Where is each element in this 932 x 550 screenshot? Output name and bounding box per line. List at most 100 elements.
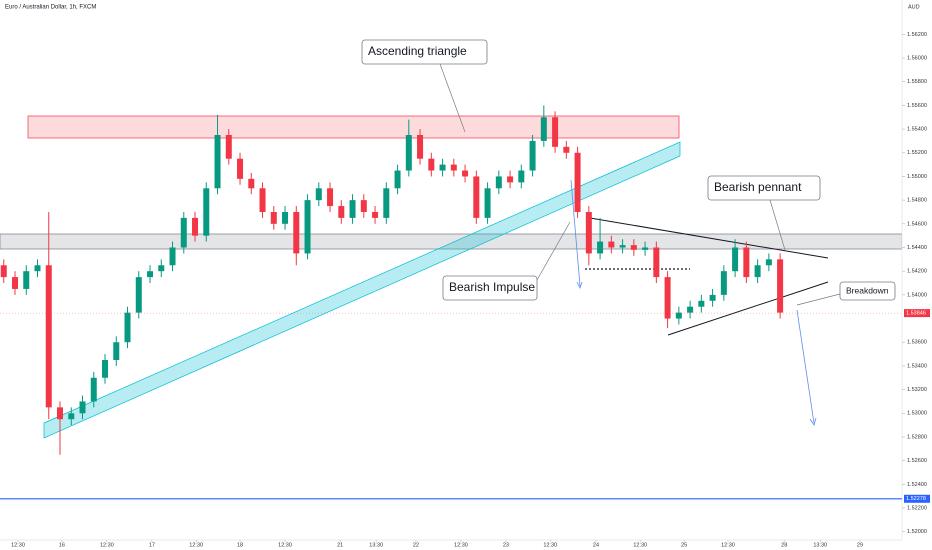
candle-body [687, 306, 694, 313]
candle-body [608, 241, 615, 248]
currency: AUD [908, 4, 920, 10]
drawings [0, 115, 903, 439]
x-tick-label: 13:30 [813, 542, 827, 548]
candle-body [462, 170, 469, 177]
resistance-zone [27, 115, 680, 139]
x-tick-label: 12:30 [278, 542, 292, 548]
last-price-badge [904, 309, 930, 318]
arrow [796, 309, 815, 424]
pennant-upper [589, 217, 829, 259]
candle-body [664, 277, 671, 319]
y-tick-label: 1.52400 [907, 482, 927, 488]
candle-body [765, 259, 772, 266]
arrow-head [576, 281, 583, 290]
candle-body [619, 245, 626, 248]
candle-body [214, 135, 221, 189]
last-price-label: 1.53846 [906, 311, 926, 317]
candle-body [338, 206, 345, 218]
candle-body [248, 178, 255, 189]
candle-body [574, 152, 581, 212]
candle-body [90, 377, 97, 402]
candle-body [259, 188, 266, 212]
candle-body [57, 407, 64, 420]
candle-body [360, 200, 367, 212]
candle-body [777, 259, 784, 313]
callout-box [442, 275, 538, 301]
candle-body [653, 247, 660, 278]
candle-body [0, 265, 7, 278]
candle-body [45, 265, 52, 408]
x-tick-label: 18 [237, 542, 243, 548]
candle-body [507, 176, 514, 183]
candle-body [68, 413, 75, 420]
candle-body [484, 188, 491, 218]
x-tick-label: 12:30 [543, 542, 557, 548]
callout-box [707, 175, 821, 201]
y-tick-label: 1.54600 [907, 221, 927, 227]
y-tick-label: 1.53000 [907, 411, 927, 417]
candle-body [642, 247, 649, 250]
x-tick-label: 29 [857, 542, 863, 548]
annotation: Ascending triangle [368, 44, 467, 58]
candle-body [450, 164, 457, 171]
y-tick-label: 1.53400 [907, 363, 927, 369]
arrow [570, 179, 581, 287]
candles [0, 105, 784, 455]
y-tick-label: 1.55800 [907, 79, 927, 85]
candle-body [743, 247, 750, 278]
candle-body [720, 271, 727, 295]
x-tick-label: 12:30 [633, 542, 647, 548]
candle-body [552, 117, 559, 147]
x-tick-label: 13:30 [369, 542, 383, 548]
y-tick-label: 1.52800 [907, 434, 927, 440]
y-tick-label: 1.52600 [907, 458, 927, 464]
callout-pointer [769, 199, 786, 251]
level-price-badge [904, 494, 930, 503]
price-axis-bg [902, 0, 932, 550]
candle-body [563, 146, 570, 153]
candle-body [394, 170, 401, 189]
x-tick-label: 16 [59, 542, 65, 548]
pennant-lower [667, 281, 829, 336]
candle-body [495, 176, 502, 189]
x-tick-label: 22 [413, 542, 419, 548]
annotation: Breakdown [846, 285, 889, 295]
candle-body [383, 188, 390, 218]
candle-body [540, 117, 547, 141]
candle-body [192, 217, 199, 236]
candle-body [518, 170, 525, 183]
candle-body [428, 158, 435, 171]
y-tick-label: 1.55600 [907, 103, 927, 109]
annotations: Ascending triangle Bearish pennant Beari… [361, 39, 896, 306]
candle-body [529, 140, 536, 171]
candle-body [675, 312, 682, 319]
candle-body [349, 200, 356, 218]
candle-body [585, 211, 592, 254]
candle-body [754, 265, 761, 278]
y-tick-label: 1.55000 [907, 174, 927, 180]
annotation: Bearish pennant [714, 180, 802, 194]
callout-pointer [439, 63, 466, 133]
candle-body [113, 342, 120, 360]
candle-body [158, 265, 165, 272]
candle-body [225, 135, 232, 159]
y-tick-label: 1.52000 [907, 529, 927, 535]
y-tick-label: 1.54400 [907, 245, 927, 251]
x-tick-label: 17 [149, 542, 155, 548]
y-tick-label: 1.55200 [907, 150, 927, 156]
candle-body [102, 360, 109, 378]
x-tick-label: 25 [681, 542, 687, 548]
callout-box [361, 39, 488, 65]
level-price-label: 1.52278 [906, 496, 926, 502]
callout-pointer [536, 221, 571, 281]
chart-title: Euro / Australian Dollar, 1h, FXCM [5, 5, 96, 11]
candle-body [597, 241, 604, 254]
candle-body [698, 300, 705, 307]
y-tick-label: 1.53600 [907, 340, 927, 346]
candle-body [135, 277, 142, 313]
candle-body [169, 247, 176, 266]
candle-body [473, 176, 480, 218]
candle-body [12, 277, 19, 289]
